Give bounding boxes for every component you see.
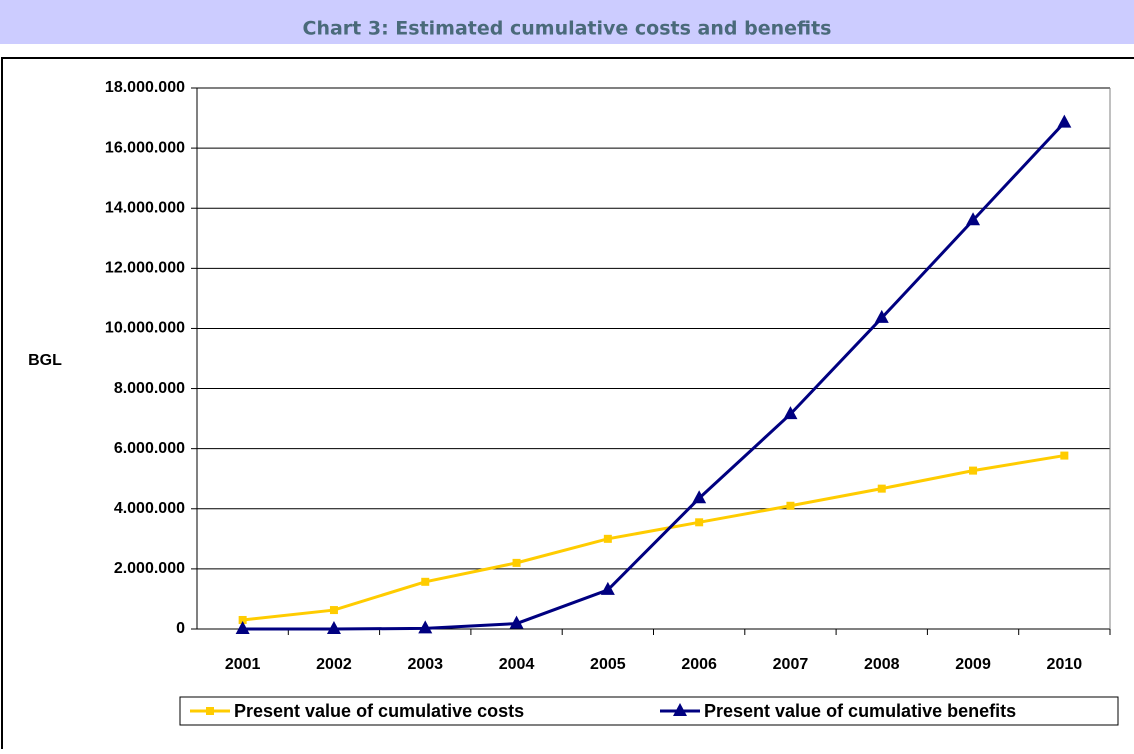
y-tick-label: 0 <box>176 620 185 637</box>
point <box>692 490 707 504</box>
x-tick-label: 2001 <box>225 656 261 673</box>
chart-border <box>1 57 1134 754</box>
point <box>1057 114 1072 128</box>
point <box>969 466 978 475</box>
chart-title: Chart 3: Estimated cumulative costs and … <box>303 18 832 40</box>
x-tick-label: 2009 <box>955 656 991 673</box>
legend-label: Present value of cumulative benefits <box>704 701 1016 721</box>
legend-marker <box>206 707 214 715</box>
point <box>874 309 889 323</box>
title-band <box>0 0 1134 44</box>
x-tick-label: 2007 <box>773 656 809 673</box>
legend-marker <box>673 703 687 716</box>
x-tick-label: 2008 <box>864 656 900 673</box>
point <box>1060 451 1069 460</box>
x-tick-label: 2003 <box>407 656 443 673</box>
x-tick-label: 2004 <box>499 656 535 673</box>
point <box>509 615 524 629</box>
point <box>421 577 430 586</box>
point <box>695 518 704 527</box>
point <box>603 534 612 543</box>
y-tick-label: 8.000.000 <box>114 380 185 397</box>
x-tick-label: 2010 <box>1047 656 1083 673</box>
point <box>966 212 981 226</box>
point <box>786 501 795 510</box>
y-tick-label: 14.000.000 <box>105 199 185 216</box>
y-tick-label: 4.000.000 <box>114 500 185 517</box>
y-tick-label: 18.000.000 <box>105 79 185 96</box>
point <box>783 406 798 420</box>
y-tick-label: 2.000.000 <box>114 560 185 577</box>
y-axis-label: BGL <box>28 352 62 369</box>
legend-box <box>179 696 1119 726</box>
x-tick-label: 2005 <box>590 656 626 673</box>
series-line <box>242 121 1066 631</box>
point <box>235 621 250 634</box>
y-tick-label: 16.000.000 <box>105 139 185 156</box>
point <box>512 558 521 567</box>
y-tick-label: 10.000.000 <box>105 320 185 337</box>
y-tick-label: 6.000.000 <box>114 440 185 457</box>
x-tick-label: 2002 <box>316 656 352 673</box>
point <box>877 484 886 493</box>
series-line <box>242 454 1065 622</box>
point <box>326 621 341 634</box>
point <box>238 615 247 624</box>
legend-label: Present value of cumulative costs <box>234 701 524 721</box>
point <box>600 581 615 595</box>
x-tick-label: 2006 <box>681 656 717 673</box>
y-tick-label: 12.000.000 <box>105 260 185 277</box>
point <box>329 606 338 615</box>
point <box>418 620 433 634</box>
